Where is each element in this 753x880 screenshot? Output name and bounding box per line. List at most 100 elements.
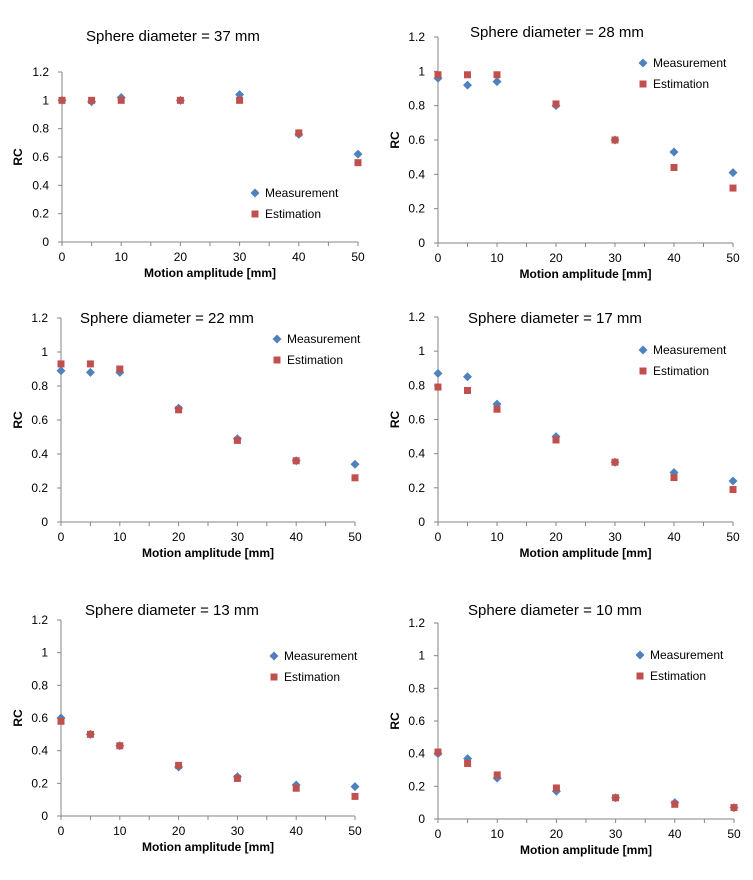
estimation-point (236, 96, 244, 104)
x-tick-label: 50 (726, 530, 740, 544)
legend: Measurement Estimation (638, 343, 727, 378)
y-tick-label: 0.6 (408, 133, 425, 147)
measurement-point (463, 80, 472, 90)
x-tick-label: 0 (58, 824, 65, 838)
scatter-plot: 0 0.2 0.4 0.6 0.8 1 1.2 0 10 20 30 40 50 Motion ampli… (388, 310, 740, 560)
y-tick-label: 0.6 (32, 150, 49, 164)
series-estimation (434, 748, 738, 812)
series-measurement (57, 90, 363, 159)
x-tick-label: 10 (491, 827, 505, 841)
legend-marker (636, 672, 644, 680)
legend-estimation: Estimation (639, 364, 709, 378)
estimation-point (493, 71, 501, 79)
x-tick-label: 30 (231, 530, 245, 544)
legend: Measurement Estimation (250, 186, 339, 221)
y-tick-label: 0 (418, 236, 425, 250)
y-tick-label: 1 (418, 344, 425, 358)
y-axis-title: RC (388, 712, 402, 730)
estimation-point (464, 71, 471, 79)
scatter-plot: 0 0.2 0.4 0.6 0.8 1 1.2 0 10 20 30 40 50 Motion ampli… (11, 311, 362, 560)
legend-measurement: Measurement (250, 186, 339, 200)
y-tick-label: 0 (418, 812, 425, 826)
measurement-point (492, 77, 502, 87)
legend-label: Estimation (284, 670, 340, 684)
y-tick-label: 1 (418, 649, 425, 663)
x-tick-label: 0 (435, 530, 442, 544)
scatter-plot: 0 0.2 0.4 0.6 0.8 1 1.2 0 10 20 30 40 50 Motion ampli… (388, 616, 741, 857)
estimation-point (434, 383, 442, 391)
y-tick-label: 0.6 (31, 413, 48, 427)
y-axis-title: RC (388, 131, 402, 149)
y-axis-title: RC (11, 411, 25, 429)
legend-marker (273, 356, 281, 364)
x-tick-label: 10 (490, 251, 504, 265)
scatter-plot: 0 0.2 0.4 0.6 0.8 1 1.2 0 10 20 30 40 50 Motion ampli… (388, 30, 740, 281)
legend: Measurement Estimation (638, 56, 727, 91)
x-tick-label: 40 (290, 530, 304, 544)
x-axis-title: Motion amplitude [mm] (144, 266, 276, 280)
x-tick-label: 40 (668, 827, 682, 841)
estimation-point (351, 474, 359, 482)
estimation-point (88, 96, 96, 104)
chart-title: Sphere diameter = 28 mm (470, 24, 644, 41)
y-tick-label: 0.2 (31, 481, 48, 495)
legend-label: Measurement (265, 186, 339, 200)
series-estimation (434, 71, 737, 192)
y-tick-label: 0.6 (408, 714, 425, 728)
y-tick-label: 0.8 (408, 681, 425, 695)
y-tick-label: 1.2 (408, 30, 425, 44)
y-axis-title: RC (11, 148, 25, 166)
legend-label: Estimation (650, 669, 706, 683)
x-tick-label: 20 (550, 827, 564, 841)
estimation-point (552, 436, 560, 444)
legend-label: Measurement (653, 343, 727, 357)
legend: Measurement Estimation (272, 332, 361, 367)
measurement-point (669, 147, 679, 157)
y-tick-label: 0.8 (408, 378, 425, 392)
y-tick-label: 0.8 (31, 379, 48, 393)
legend-marker (635, 650, 645, 660)
chart-title: Sphere diameter = 22 mm (80, 310, 254, 327)
legend: Measurement Estimation (269, 649, 358, 684)
x-tick-label: 50 (348, 824, 362, 838)
estimation-point (233, 774, 241, 782)
chart-title: Sphere diameter = 37 mm (86, 28, 260, 45)
estimation-point (670, 163, 678, 171)
legend: Measurement Estimation (635, 648, 724, 683)
legend-measurement: Measurement (269, 649, 358, 663)
y-tick-label: 1.2 (31, 311, 48, 325)
legend-measurement: Measurement (638, 343, 727, 357)
x-tick-label: 10 (113, 824, 127, 838)
y-tick-label: 1 (418, 64, 425, 78)
x-axis-title: Motion amplitude [mm] (520, 843, 652, 857)
estimation-point (86, 360, 94, 368)
legend-label: Estimation (287, 353, 343, 367)
x-tick-label: 30 (608, 530, 622, 544)
estimation-point (292, 784, 300, 792)
y-tick-label: 0 (41, 515, 48, 529)
y-tick-label: 0 (42, 235, 49, 249)
x-tick-label: 50 (348, 530, 362, 544)
measurement-point (353, 149, 363, 159)
chart-panel-10mm: Sphere diameter = 10 mm 0 0.2 0.4 0.6 0.8 1 1.… (377, 590, 753, 880)
x-tick-label: 0 (435, 251, 442, 265)
estimation-point (493, 405, 501, 413)
chart-panel-22mm: Sphere diameter = 22 mm 0 0.2 0.4 0.6 0.8 1 1.… (0, 298, 376, 588)
x-tick-label: 20 (172, 824, 186, 838)
estimation-point (175, 761, 183, 769)
y-tick-label: 0.4 (31, 447, 48, 461)
series-measurement (433, 749, 739, 813)
legend-marker (272, 334, 282, 344)
measurement-point (85, 367, 95, 377)
y-tick-label: 0.2 (408, 481, 425, 495)
y-tick-label: 0.4 (31, 744, 48, 758)
legend-label: Measurement (650, 648, 724, 662)
chart-panel-37mm: Sphere diameter = 37 mm 0 0.2 0.4 0.6 0.8 1 1.… (0, 10, 376, 300)
x-tick-label: 20 (174, 250, 188, 264)
legend-measurement: Measurement (638, 56, 727, 70)
x-tick-label: 10 (115, 250, 129, 264)
estimation-point (671, 800, 679, 808)
legend-marker (251, 210, 259, 218)
y-tick-label: 1 (42, 93, 49, 107)
